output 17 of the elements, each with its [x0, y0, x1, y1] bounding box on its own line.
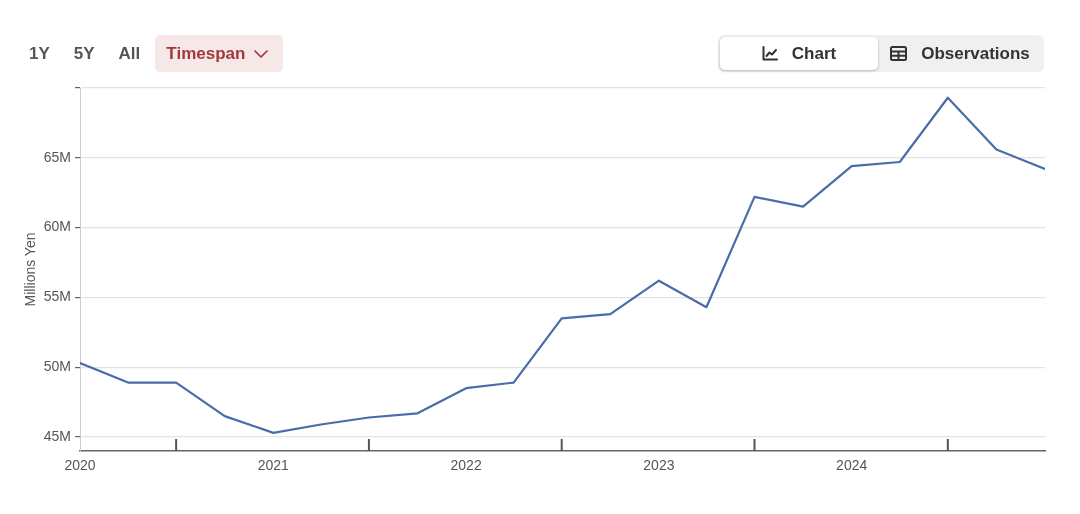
text: 5Y	[73, 43, 95, 64]
y-axis-title: Millions Yen	[22, 232, 39, 307]
x-tick-label: 2023	[643, 457, 675, 474]
y-tick-label: 60M	[43, 218, 71, 235]
x-tick-label: 2022	[450, 457, 482, 474]
y-tick-label: 65M	[43, 148, 71, 165]
y-tick-label: 45M	[43, 427, 71, 444]
text: 1Y	[29, 43, 50, 64]
dropdown-button: Timespan	[155, 35, 284, 72]
x-tick-label: 2021	[257, 457, 290, 474]
y-tick-label: 50M	[43, 358, 71, 375]
view-toggle: Chart Observations	[718, 35, 1044, 72]
y-tick-label: 55M	[43, 288, 71, 305]
x-tick-label: 2024	[836, 457, 868, 474]
toggle-button: Chart	[720, 37, 878, 70]
x-tick-label: 2020	[64, 457, 96, 474]
text: All	[118, 43, 141, 64]
